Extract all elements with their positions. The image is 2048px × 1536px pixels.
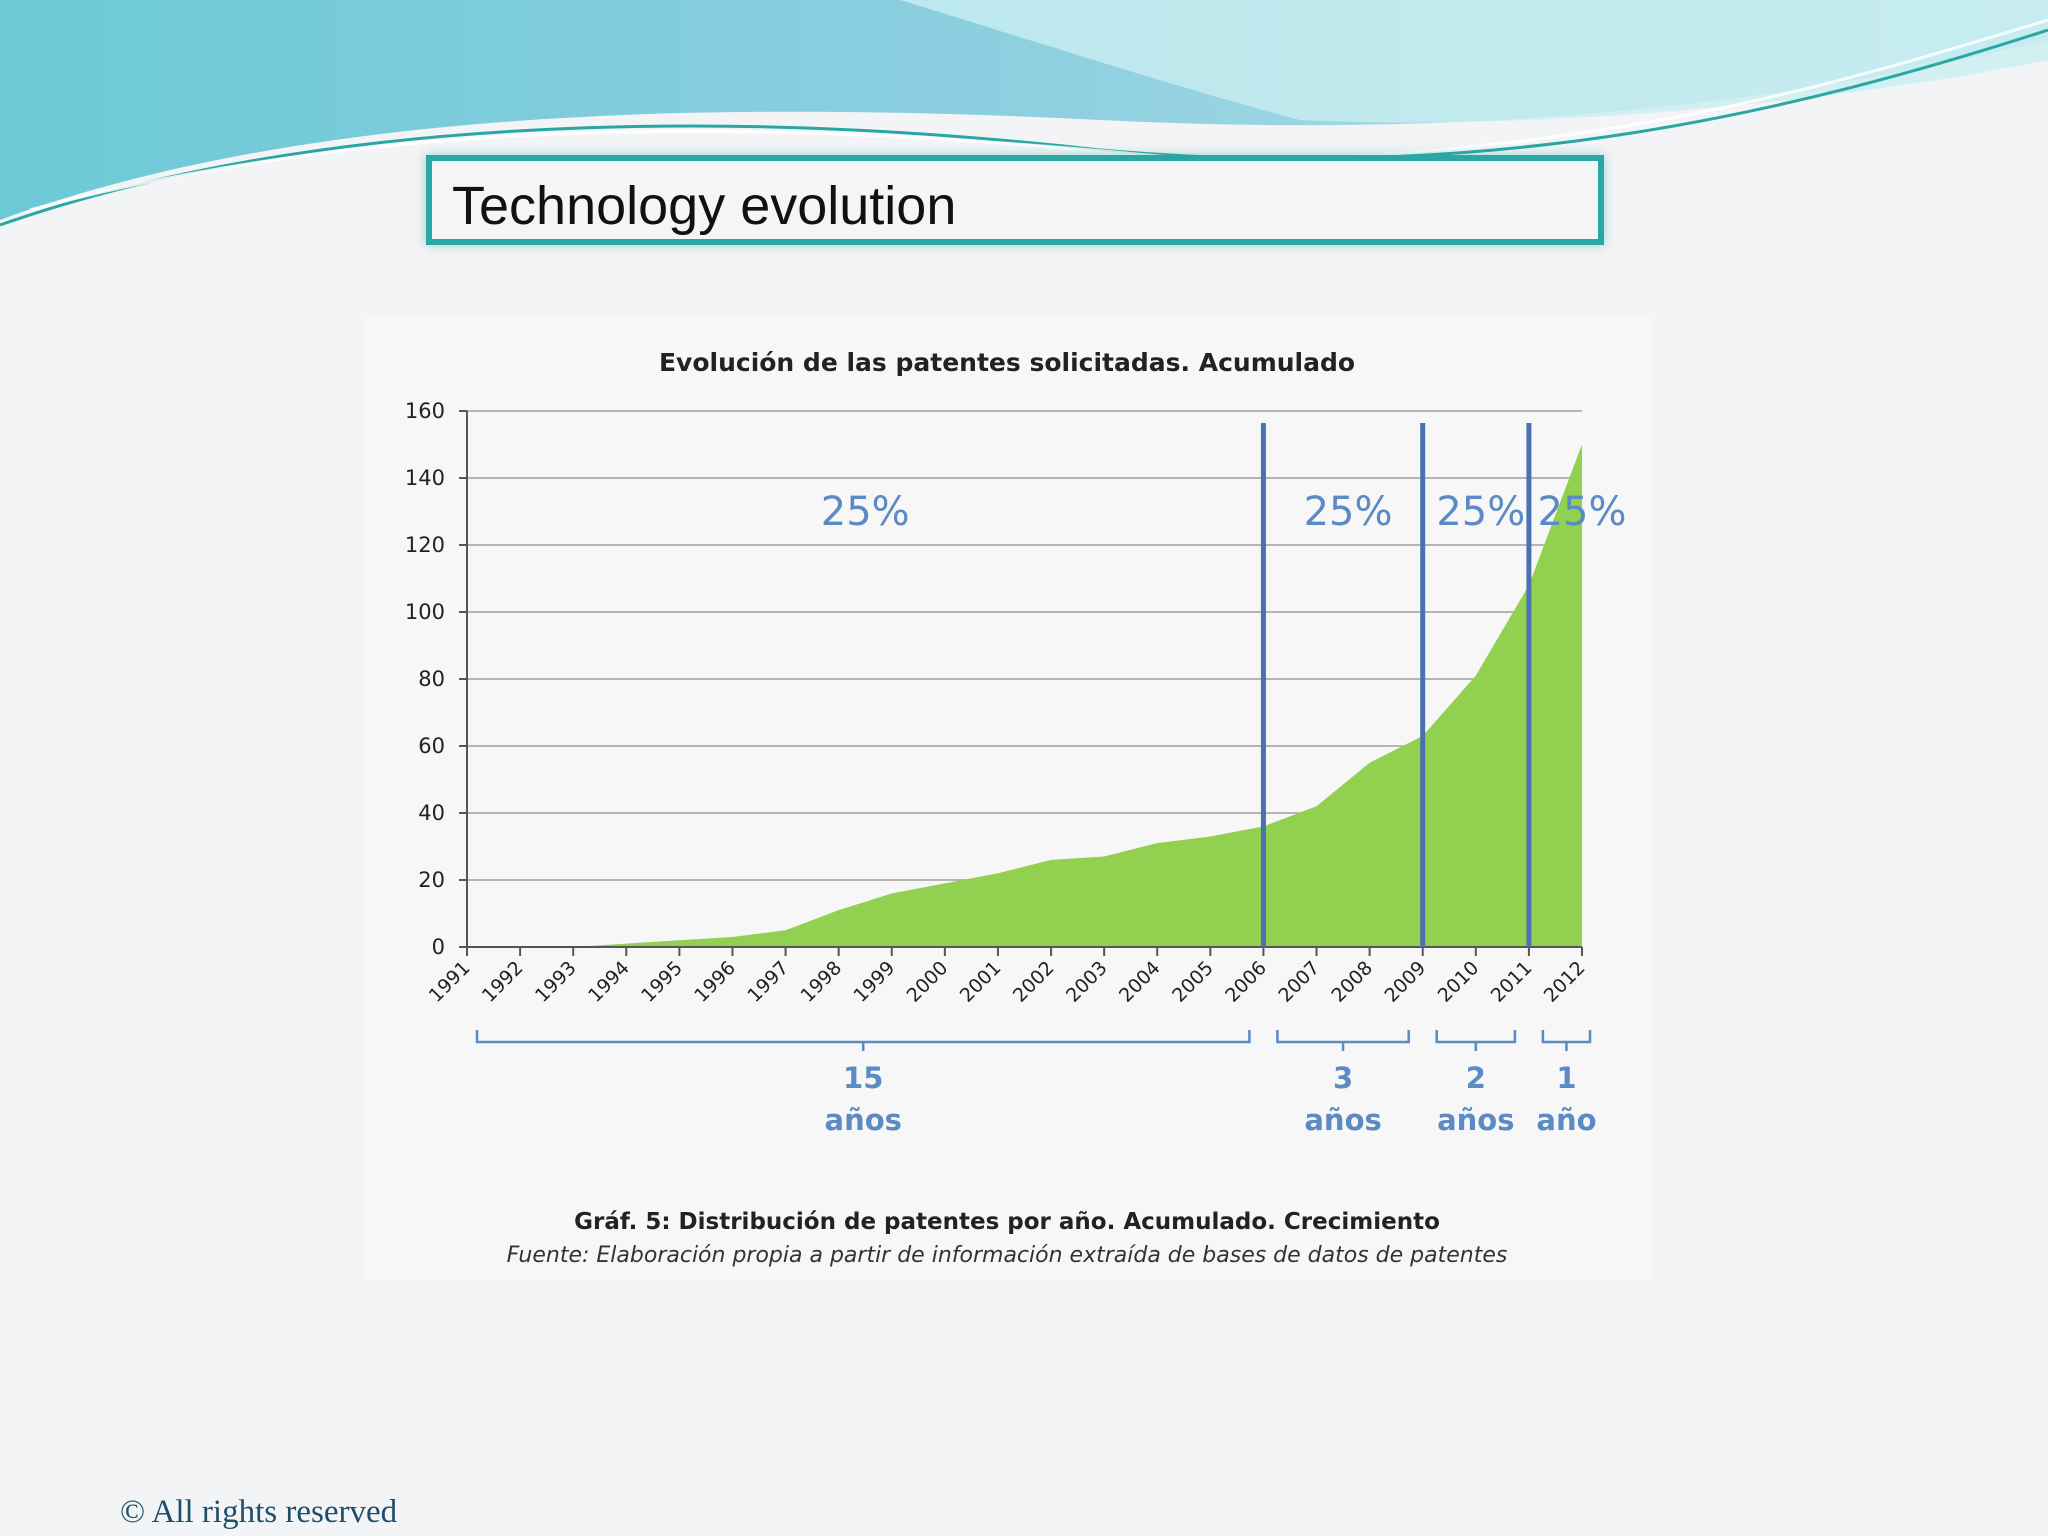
copyright-footer: © All rights reserved [120, 1494, 398, 1530]
y-tick-label: 140 [405, 466, 445, 490]
y-tick-label: 160 [405, 399, 445, 423]
segment-percent-label: 25% [1436, 489, 1525, 535]
chart-source: Fuente: Elaboración propia a partir de i… [507, 1243, 1508, 1268]
x-tick-label: 2000 [903, 957, 953, 1007]
x-tick-label: 2011 [1487, 957, 1537, 1007]
segment-duration-number: 1 [1556, 1061, 1576, 1095]
patents-chart: Evolución de las patentes solicitadas. A… [405, 348, 1627, 1268]
chart-panel: Evolución de las patentes solicitadas. A… [365, 315, 1650, 1280]
segment-bracket [475, 1030, 1251, 1044]
title-box: Technology evolution [426, 155, 1604, 245]
x-tick-label: 2003 [1062, 957, 1112, 1007]
x-tick-label: 1992 [478, 957, 528, 1007]
y-tick-label: 40 [418, 801, 445, 825]
y-tick-label: 20 [418, 868, 445, 892]
y-tick-label: 80 [418, 667, 445, 691]
series-area [467, 444, 1582, 947]
segment-percent-label: 25% [1538, 489, 1627, 535]
segment-bracket [1276, 1030, 1410, 1044]
header-wave-light [900, 0, 2048, 123]
segment-duration-unit: años [825, 1103, 902, 1137]
x-tick-label: 1998 [796, 957, 846, 1007]
segment-duration-number: 15 [843, 1061, 883, 1095]
x-tick-label: 2002 [1009, 957, 1059, 1007]
slide-title: Technology evolution [452, 176, 957, 236]
segment-duration-unit: años [1304, 1103, 1381, 1137]
y-tick-label: 0 [432, 935, 445, 959]
x-tick-label: 2012 [1540, 957, 1590, 1007]
x-tick-label: 1993 [531, 957, 581, 1007]
x-tick-label: 1995 [637, 957, 687, 1007]
x-tick-label: 2004 [1115, 957, 1165, 1007]
x-tick-label: 2001 [956, 957, 1006, 1007]
segment-bracket [1541, 1030, 1592, 1044]
segment-duration-unit: años [1437, 1103, 1514, 1137]
x-tick-label: 2007 [1274, 957, 1324, 1007]
y-tick-label: 120 [405, 533, 445, 557]
x-tick-label: 1997 [743, 957, 793, 1007]
segment-duration-number: 3 [1333, 1061, 1353, 1095]
x-tick-label: 2005 [1168, 957, 1218, 1007]
x-tick-label: 1996 [690, 957, 740, 1007]
x-tick-label: 1991 [425, 957, 475, 1007]
x-tick-label: 2008 [1327, 957, 1377, 1007]
x-tick-label: 2006 [1221, 957, 1271, 1007]
x-tick-label: 2010 [1434, 957, 1484, 1007]
x-tick-label: 1994 [584, 957, 634, 1007]
segment-percent-label: 25% [821, 489, 910, 535]
y-tick-label: 100 [405, 600, 445, 624]
y-tick-label: 60 [418, 734, 445, 758]
x-tick-label: 2009 [1380, 957, 1430, 1007]
segment-percent-label: 25% [1304, 489, 1393, 535]
chart-title: Evolución de las patentes solicitadas. A… [659, 348, 1355, 377]
chart-caption: Gráf. 5: Distribución de patentes por añ… [574, 1209, 1440, 1235]
segment-duration-unit: año [1536, 1103, 1596, 1137]
segment-bracket [1435, 1030, 1517, 1044]
x-tick-label: 1999 [850, 957, 900, 1007]
segment-duration-number: 2 [1466, 1061, 1486, 1095]
